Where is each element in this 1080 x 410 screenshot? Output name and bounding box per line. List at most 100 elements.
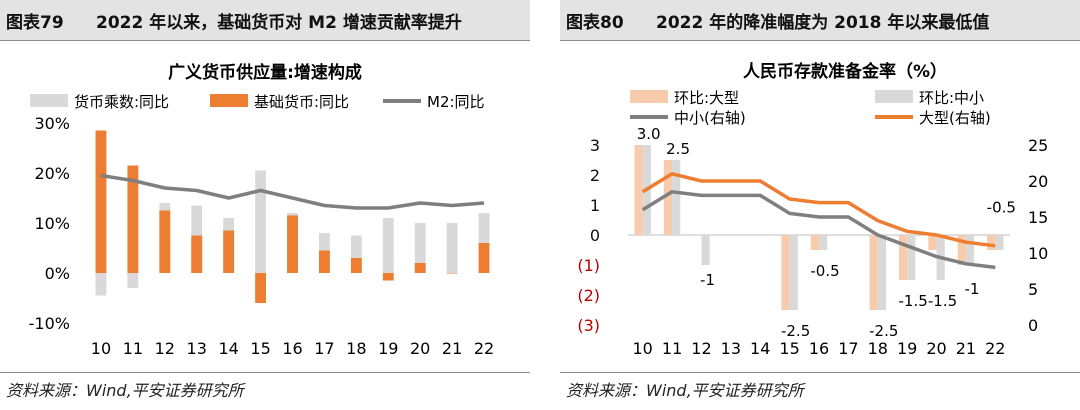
bar-1 <box>907 235 916 280</box>
data-label: -1.5 <box>899 292 928 310</box>
bar-1 <box>191 235 203 273</box>
x-tick-label: 20 <box>410 339 430 358</box>
bar-1 <box>789 235 798 310</box>
y-right-tick-label: 15 <box>1028 208 1048 227</box>
bar-1 <box>159 210 171 273</box>
x-tick-label: 17 <box>838 339 858 358</box>
bar-0 <box>987 235 996 250</box>
y-left-tick-label: 2 <box>590 166 600 185</box>
y-right-tick-label: 25 <box>1028 136 1048 155</box>
y-tick-label: 20% <box>34 164 70 183</box>
bar-1 <box>446 273 458 274</box>
y-tick-label: 0% <box>45 264 70 283</box>
bar-1 <box>255 273 267 303</box>
x-tick-label: 18 <box>868 339 888 358</box>
legend-label-1: 基础货币:同比 <box>254 93 349 111</box>
data-label: 3.0 <box>637 125 661 143</box>
x-tick-label: 14 <box>218 339 238 358</box>
left-footer: 资料来源：Wind,平安证券研究所 <box>0 372 530 403</box>
bar-0 <box>928 235 937 250</box>
legend-swatch-1 <box>875 90 913 103</box>
bar-0 <box>127 273 139 288</box>
bar-1 <box>414 263 426 273</box>
x-tick-label: 17 <box>314 339 334 358</box>
bar-1 <box>127 165 139 273</box>
left-header-number: 图表79 <box>6 13 64 33</box>
y-left-tick-label: (2) <box>577 286 600 305</box>
right-footer: 资料来源：Wind,平安证券研究所 <box>560 372 1080 403</box>
left-header-title: 2022 年以来，基础货币对 M2 增速贡献率提升 <box>96 13 462 33</box>
x-tick-label: 21 <box>956 339 976 358</box>
bar-0 <box>414 223 426 273</box>
y-left-tick-label: (1) <box>577 256 600 275</box>
legend-label-0: 环比:大型 <box>674 89 739 107</box>
right-panel: 图表80 2022 年的降准幅度为 2018 年以来最低值 人民币存款准备金率（… <box>560 0 1080 410</box>
bar-0 <box>350 235 362 273</box>
x-tick-label: 10 <box>633 339 653 358</box>
bar-0 <box>663 160 673 235</box>
data-label: -2.5 <box>781 322 810 340</box>
bar-0 <box>634 145 643 235</box>
bar-1 <box>701 235 710 265</box>
bar-1 <box>95 130 107 273</box>
bar-1 <box>877 235 886 310</box>
x-tick-label: 20 <box>926 339 946 358</box>
x-tick-label: 19 <box>897 339 917 358</box>
x-tick-label: 10 <box>91 339 111 358</box>
left-header: 图表79 2022 年以来，基础货币对 M2 增速贡献率提升 <box>0 0 530 41</box>
legend-label-2: M2:同比 <box>427 93 485 111</box>
y-right-tick-label: 10 <box>1028 244 1048 263</box>
bar-1 <box>287 215 298 273</box>
y-right-tick-label: 5 <box>1028 280 1038 299</box>
x-tick-label: 12 <box>155 339 175 358</box>
x-tick-label: 13 <box>721 339 741 358</box>
bar-1 <box>318 250 330 273</box>
y-right-tick-label: 20 <box>1028 172 1048 191</box>
x-tick-label: 11 <box>662 339 682 358</box>
x-tick-label: 11 <box>123 339 143 358</box>
data-label: 2.5 <box>666 140 690 158</box>
legend-swatch-0 <box>630 90 668 103</box>
bar-1 <box>995 235 1004 250</box>
legend-label-3: 大型(右轴) <box>919 109 991 127</box>
legend-label-0: 货币乘数:同比 <box>74 93 169 111</box>
y-left-tick-label: 0 <box>590 226 600 245</box>
bar-0 <box>810 235 819 250</box>
data-label: -0.5 <box>987 199 1016 217</box>
bar-0 <box>869 235 878 310</box>
line-2 <box>641 190 996 270</box>
x-tick-label: 18 <box>346 339 366 358</box>
bar-0 <box>446 223 458 273</box>
bar-1 <box>382 273 394 281</box>
y-left-tick-label: 3 <box>590 136 600 155</box>
left-source: 资料来源：Wind,平安证券研究所 <box>6 381 244 400</box>
bar-0 <box>382 218 394 273</box>
right-header: 图表80 2022 年的降准幅度为 2018 年以来最低值 <box>560 0 1080 41</box>
chart-title: 人民币存款准备金率（%） <box>743 61 947 82</box>
x-tick-label: 15 <box>250 339 270 358</box>
left-panel: 图表79 2022 年以来，基础货币对 M2 增速贡献率提升 广义货币供应量:增… <box>0 0 530 410</box>
bar-1 <box>350 258 362 273</box>
line-m2 <box>100 173 485 210</box>
x-tick-label: 13 <box>187 339 207 358</box>
y-left-tick-label: (3) <box>577 316 600 335</box>
x-tick-label: 16 <box>809 339 829 358</box>
bar-0 <box>898 235 908 280</box>
bar-1 <box>478 243 490 273</box>
x-tick-label: 15 <box>779 339 799 358</box>
data-label: -1 <box>964 280 979 298</box>
legend-swatch-0 <box>30 94 68 107</box>
y-right-tick-label: 0 <box>1028 316 1038 335</box>
legend-swatch-1 <box>210 94 248 107</box>
bar-1 <box>819 235 828 250</box>
x-tick-label: 14 <box>750 339 770 358</box>
x-tick-label: 19 <box>378 339 398 358</box>
y-tick-label: 30% <box>34 114 70 133</box>
bar-0 <box>957 235 966 265</box>
data-label: -2.5 <box>869 322 898 340</box>
chart-title: 广义货币供应量:增速构成 <box>168 62 362 83</box>
x-tick-label: 22 <box>474 339 494 358</box>
y-left-tick-label: 1 <box>590 196 600 215</box>
